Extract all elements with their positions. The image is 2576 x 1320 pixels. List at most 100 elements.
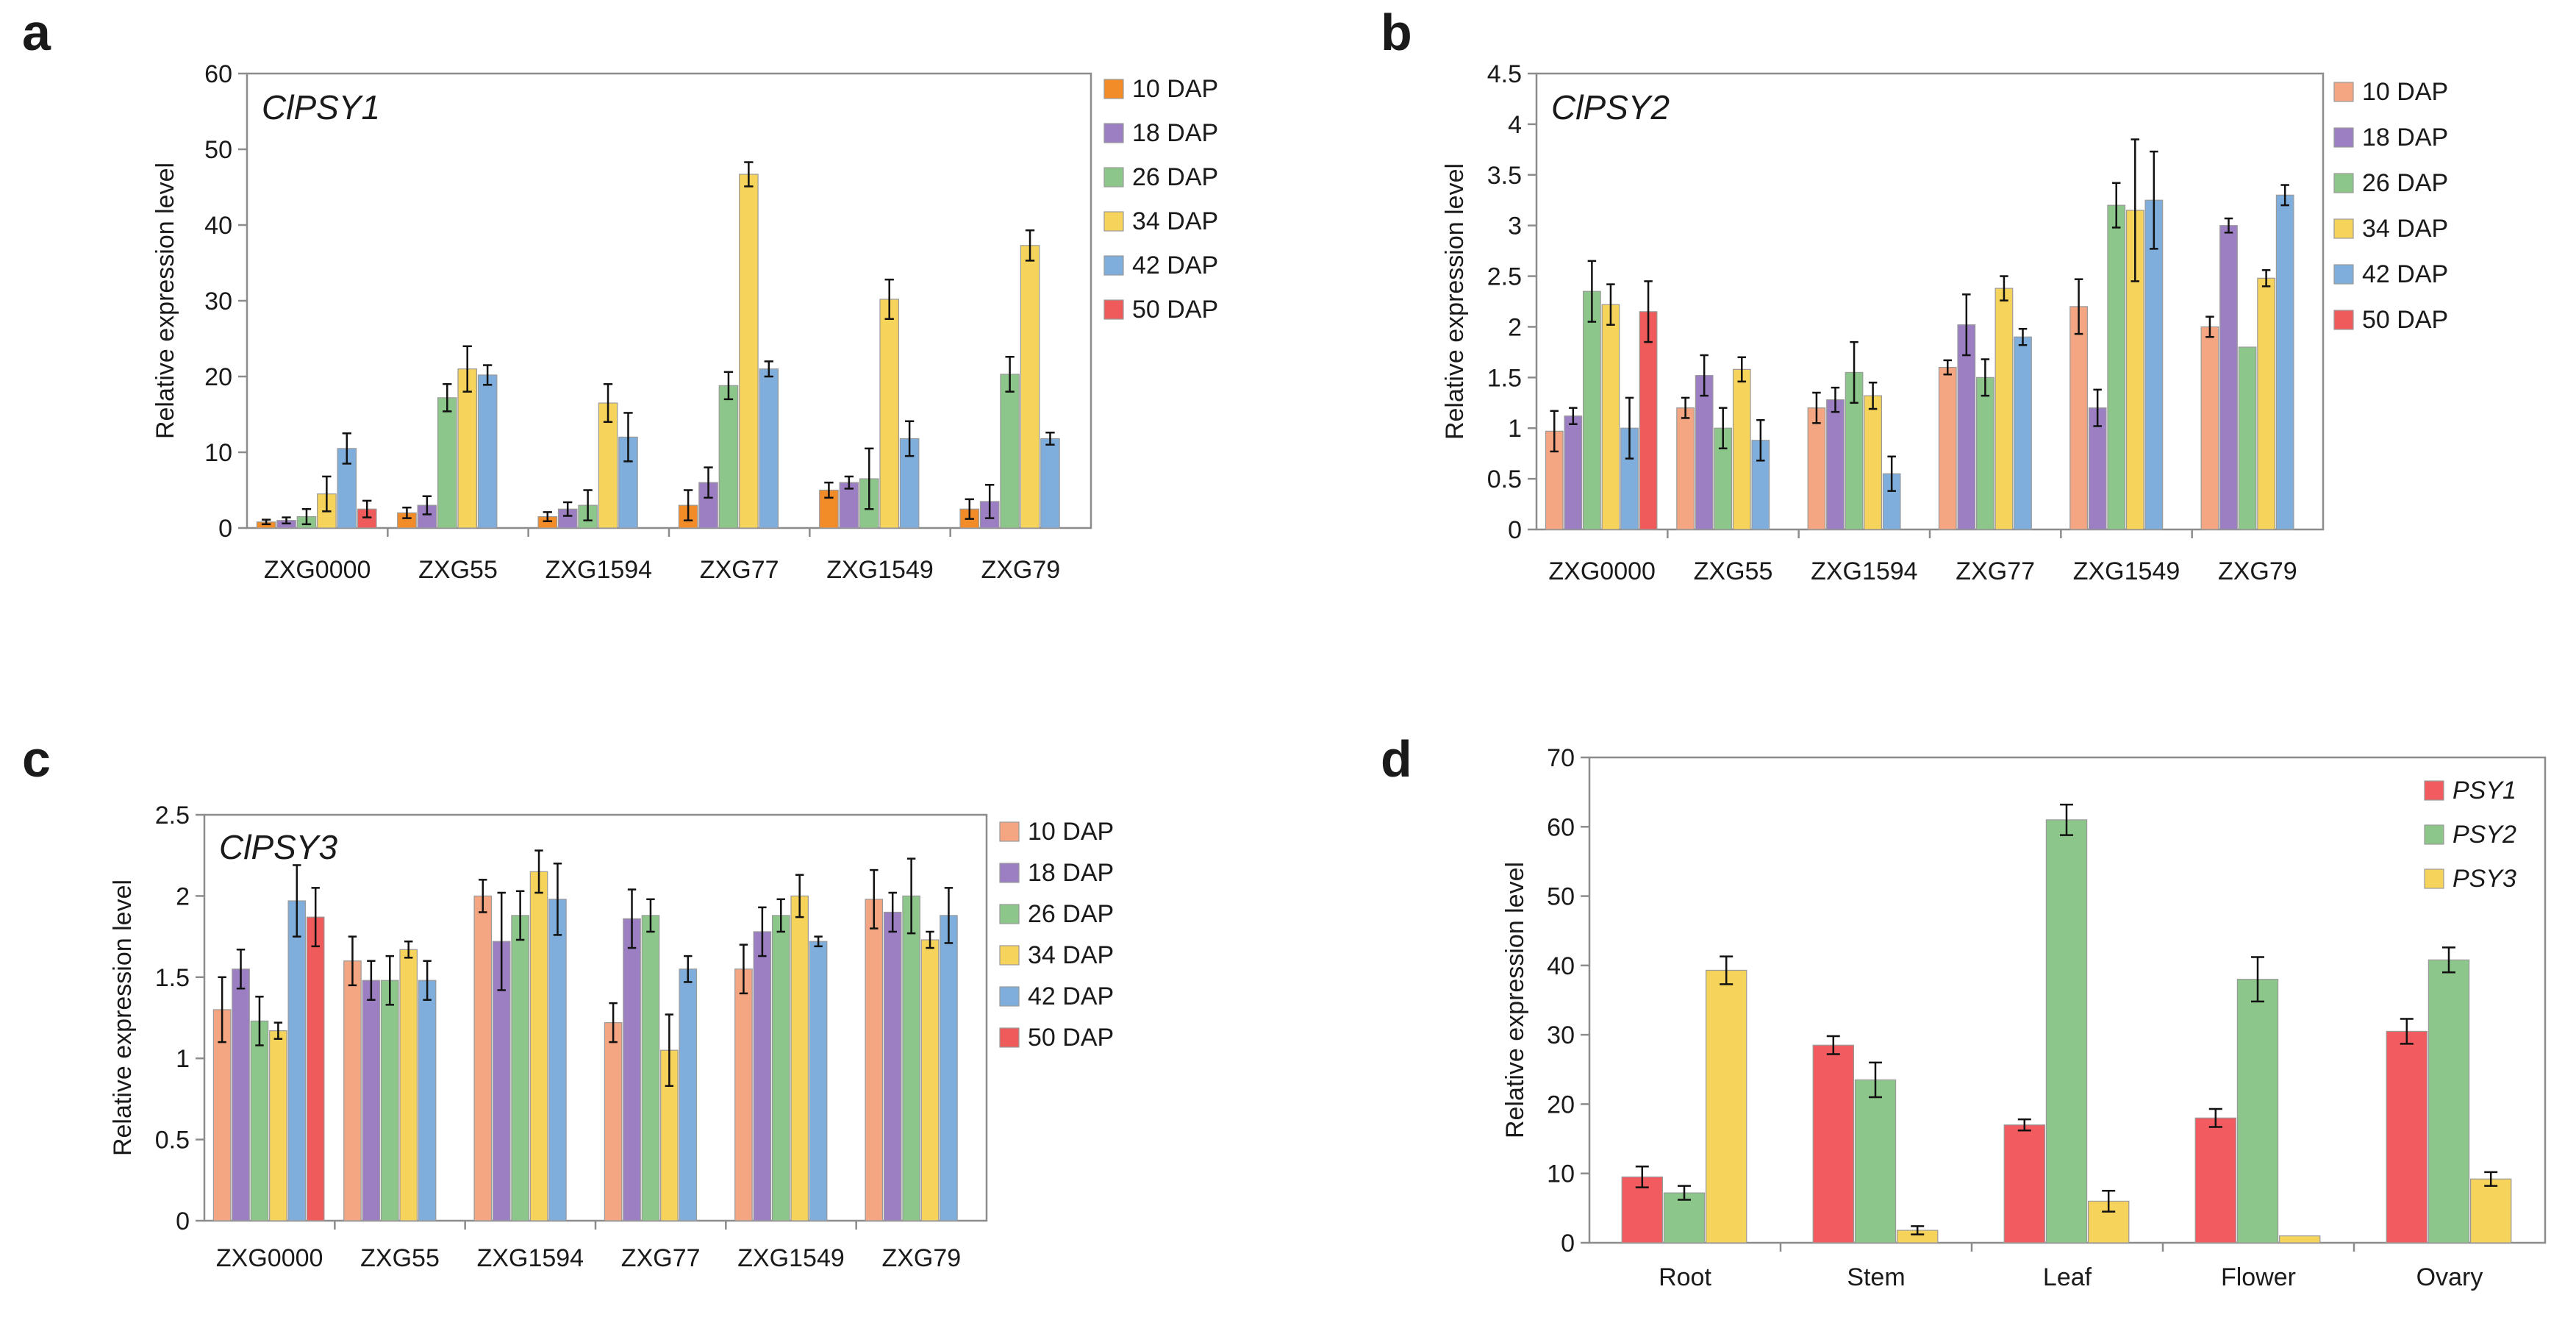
bar-26-dap — [437, 397, 457, 529]
panel-letter: b — [1381, 4, 1412, 61]
bar-42-dap — [759, 368, 779, 529]
bar-18-dap — [2219, 225, 2238, 530]
category-label: Ovary — [2416, 1263, 2483, 1291]
bar-18-dap — [1564, 415, 1583, 530]
y-tick-label: 0 — [218, 515, 232, 543]
chart-panel-c: c 0 0.5 1 1.5 2 2.5 Relative expression level ZX… — [22, 730, 1114, 1272]
legend-label: 18 DAP — [1132, 119, 1218, 147]
bar-psy2 — [1663, 1192, 1706, 1244]
legend-label: 50 DAP — [1028, 1024, 1114, 1052]
y-axis-label: Relative expression level — [109, 880, 137, 1156]
bar-psy1 — [1812, 1044, 1854, 1244]
y-tick-label: 0 — [1508, 516, 1522, 544]
legend-label: 42 DAP — [1132, 251, 1218, 279]
legend-label: 26 DAP — [2362, 169, 2448, 197]
y-tick-label: 40 — [1547, 952, 1575, 980]
y-axis-label: Relative expression level — [1501, 862, 1529, 1138]
legend-label: 18 DAP — [1028, 859, 1114, 887]
chart-title: ClPSY2 — [1551, 88, 1670, 126]
legend-label: 10 DAP — [1028, 818, 1114, 846]
legend: PSY1 PSY2 PSY3 — [2424, 777, 2516, 893]
category-label: Root — [1659, 1263, 1711, 1291]
y-axis-label: Relative expression level — [1441, 163, 1469, 440]
bar-50-dap — [306, 916, 325, 1221]
bar-42-dap — [548, 899, 567, 1221]
bar-10-dap — [865, 899, 884, 1221]
category-label: ZXG79 — [881, 1244, 961, 1272]
bar-26-dap — [1583, 290, 1601, 530]
legend-label: 42 DAP — [1028, 982, 1114, 1010]
category-label: ZXG55 — [1694, 557, 1773, 585]
bar-18-dap — [557, 508, 578, 529]
bar-18-dap — [883, 911, 902, 1221]
y-tick-label: 0.5 — [155, 1127, 190, 1155]
y-tick-label: 0.5 — [1487, 465, 1522, 493]
legend-swatch — [2424, 780, 2444, 801]
bar-18-dap — [1826, 399, 1845, 530]
bar-42-dap — [2275, 194, 2294, 530]
bar-18-dap — [623, 918, 641, 1221]
bar-34-dap — [739, 174, 759, 529]
bar-26-dap — [511, 915, 529, 1221]
bar-34-dap — [879, 299, 900, 529]
bar-psy1 — [2003, 1124, 2045, 1244]
y-tick-label: 2.5 — [1487, 263, 1522, 291]
legend-label: 34 DAP — [1132, 207, 1218, 235]
bar-26-dap — [2107, 204, 2126, 530]
bar-50-dap — [1639, 311, 1658, 530]
chart-panel-d: d 0 10 20 30 40 50 60 70 Relative expression leve… — [1381, 730, 2547, 1291]
legend-swatch — [999, 904, 1020, 924]
category-label: ZXG0000 — [216, 1244, 323, 1272]
category-label: Stem — [1847, 1263, 1905, 1291]
bar-psy1 — [2386, 1030, 2427, 1244]
bar-34-dap — [457, 368, 478, 529]
y-tick-label: 10 — [1547, 1160, 1575, 1188]
bar-10-dap — [1807, 407, 1826, 530]
bar-18-dap — [362, 980, 381, 1221]
legend-label: 10 DAP — [1132, 75, 1218, 103]
legend-swatch — [1103, 79, 1124, 99]
category-label: ZXG79 — [981, 556, 1060, 584]
chart-panel-a: a 0 10 20 30 40 50 60 Relative expression level Z… — [22, 4, 1218, 584]
y-tick-label: 20 — [1547, 1091, 1575, 1119]
legend-swatch — [2333, 310, 2354, 330]
bar-psy2 — [2427, 959, 2470, 1244]
bar-34-dap — [598, 402, 618, 529]
bar-18-dap — [232, 968, 250, 1221]
bar-42-dap — [1040, 438, 1060, 529]
category-label: ZXG1549 — [2073, 557, 2180, 585]
y-tick-label: 50 — [1547, 883, 1575, 911]
bar-psy3 — [2279, 1235, 2321, 1244]
bar-34-dap — [1994, 288, 2014, 530]
bar-18-dap — [1695, 374, 1714, 530]
bar-10-dap — [1938, 366, 1957, 530]
bar-34-dap — [269, 1030, 287, 1221]
legend-swatch — [2333, 82, 2354, 102]
legend-label: PSY1 — [2452, 777, 2516, 805]
legend-swatch — [2333, 218, 2354, 239]
legend-swatch — [2333, 264, 2354, 285]
bar-26-dap — [380, 980, 399, 1221]
y-tick-label: 40 — [204, 212, 232, 240]
bar-42-dap — [940, 915, 958, 1221]
category-label: ZXG77 — [700, 556, 779, 584]
panel-letter: a — [22, 4, 51, 61]
bar-10-dap — [2200, 326, 2219, 530]
legend-swatch — [1103, 211, 1124, 232]
bar-34-dap — [790, 895, 809, 1221]
bar-10-dap — [1676, 407, 1695, 530]
y-tick-label: 3 — [1508, 213, 1522, 240]
legend-swatch — [1103, 299, 1124, 320]
legend-swatch — [1103, 167, 1124, 188]
category-label: ZXG77 — [621, 1244, 701, 1272]
legend-swatch — [2424, 868, 2444, 889]
y-tick-label: 4.5 — [1487, 60, 1522, 88]
plot-frame — [246, 72, 1092, 529]
y-tick-label: 4 — [1508, 111, 1522, 139]
legend-swatch — [2333, 127, 2354, 148]
bar-psy3 — [1706, 969, 1747, 1244]
legend-swatch — [999, 1027, 1020, 1048]
bar-26-dap — [641, 915, 660, 1221]
category-label: ZXG77 — [1956, 557, 2035, 585]
